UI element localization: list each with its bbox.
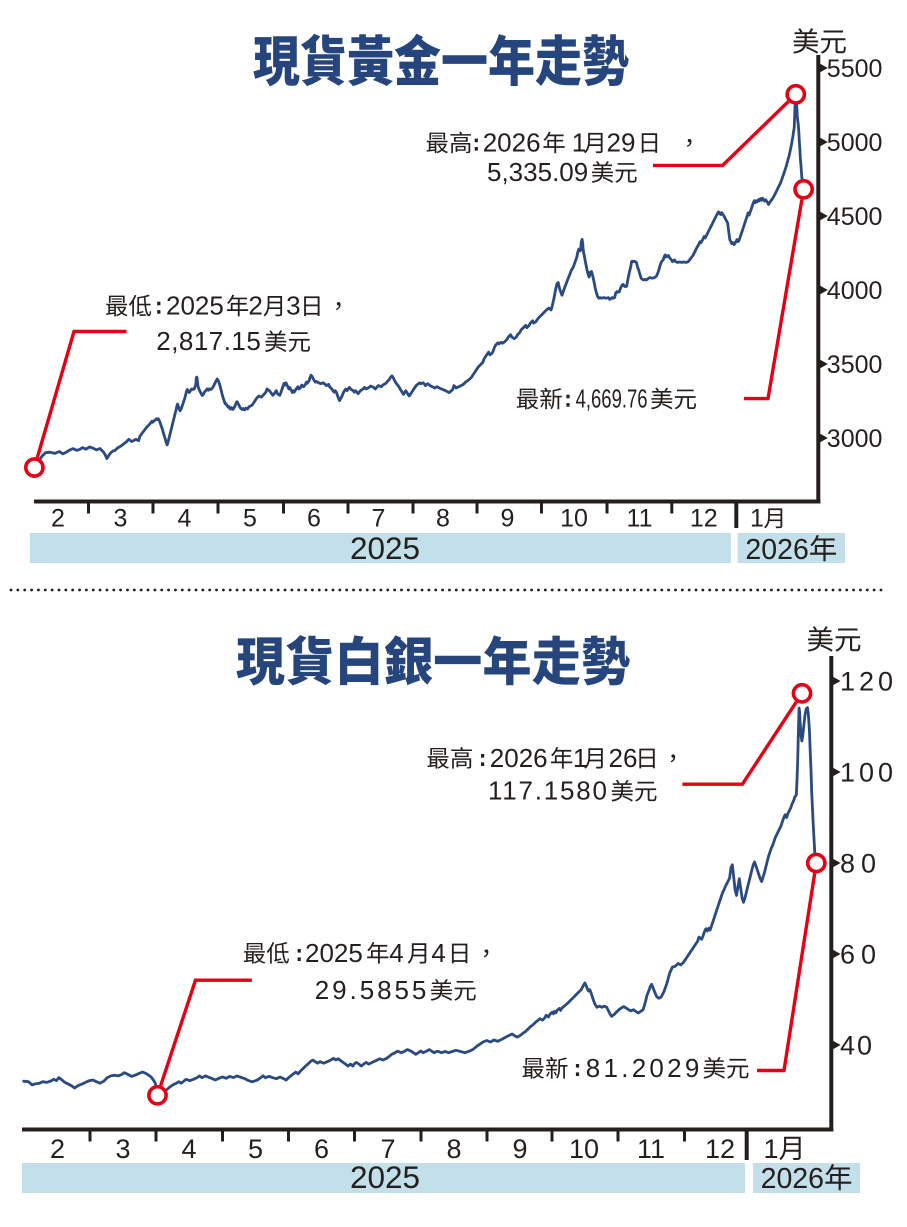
svg-text:2: 2 [50, 1134, 65, 1164]
svg-text:7: 7 [372, 505, 386, 533]
svg-text:5,335.09: 5,335.09 [487, 157, 588, 187]
svg-text:2: 2 [51, 505, 65, 533]
svg-text:12: 12 [705, 1134, 735, 1164]
svg-text:5: 5 [243, 505, 257, 533]
svg-text:29.5855: 29.5855 [315, 975, 427, 1005]
svg-text:117.1580: 117.1580 [488, 776, 607, 806]
svg-text:1: 1 [573, 743, 587, 773]
svg-text:26: 26 [609, 743, 638, 773]
svg-text:6: 6 [307, 505, 321, 533]
svg-text:2: 2 [248, 291, 262, 321]
svg-text:4000: 4000 [827, 277, 883, 305]
svg-text:5: 5 [248, 1134, 263, 1164]
svg-text:40: 40 [840, 1031, 872, 1061]
svg-text:3000: 3000 [827, 425, 883, 453]
svg-text:3: 3 [114, 505, 128, 533]
svg-text:11: 11 [627, 505, 653, 533]
svg-text:5000: 5000 [827, 129, 883, 157]
svg-text:8: 8 [446, 1134, 461, 1164]
svg-text:2026: 2026 [483, 127, 541, 157]
svg-text:10: 10 [569, 1134, 599, 1164]
svg-text:2025: 2025 [350, 530, 420, 566]
svg-text:2026: 2026 [761, 1163, 824, 1195]
svg-text:1: 1 [572, 127, 586, 157]
svg-text:11: 11 [637, 1134, 665, 1164]
svg-text:4: 4 [389, 938, 403, 968]
svg-text:2025: 2025 [305, 938, 363, 968]
svg-text:81.2029: 81.2029 [586, 1053, 700, 1083]
svg-text:4500: 4500 [827, 203, 883, 231]
svg-text:100: 100 [840, 758, 893, 788]
svg-text:2,817.15: 2,817.15 [156, 326, 260, 356]
svg-text:2025: 2025 [350, 1159, 420, 1195]
svg-text:9: 9 [512, 1134, 527, 1164]
svg-text:6: 6 [314, 1134, 329, 1164]
svg-text:2025: 2025 [166, 291, 224, 321]
svg-text:80: 80 [840, 849, 876, 879]
svg-text:3: 3 [286, 291, 300, 321]
svg-text:8: 8 [436, 505, 450, 533]
svg-text:4: 4 [178, 505, 192, 533]
svg-text:5500: 5500 [827, 55, 883, 83]
svg-text:9: 9 [501, 505, 515, 533]
svg-text:60: 60 [840, 940, 876, 970]
svg-text:1: 1 [750, 505, 764, 533]
svg-text:3: 3 [115, 1134, 130, 1164]
svg-text:1: 1 [764, 1134, 779, 1164]
svg-text:120: 120 [840, 667, 893, 697]
svg-text:3500: 3500 [827, 351, 883, 379]
svg-text:7: 7 [380, 1134, 395, 1164]
svg-text:29: 29 [607, 127, 636, 157]
svg-text:2026: 2026 [745, 534, 808, 566]
svg-text:12: 12 [690, 505, 718, 533]
svg-text:4: 4 [431, 938, 445, 968]
svg-text:4,669.76: 4,669.76 [576, 384, 648, 414]
svg-text:4: 4 [181, 1134, 196, 1164]
svg-text:2026: 2026 [490, 743, 548, 773]
svg-text:10: 10 [560, 505, 588, 533]
